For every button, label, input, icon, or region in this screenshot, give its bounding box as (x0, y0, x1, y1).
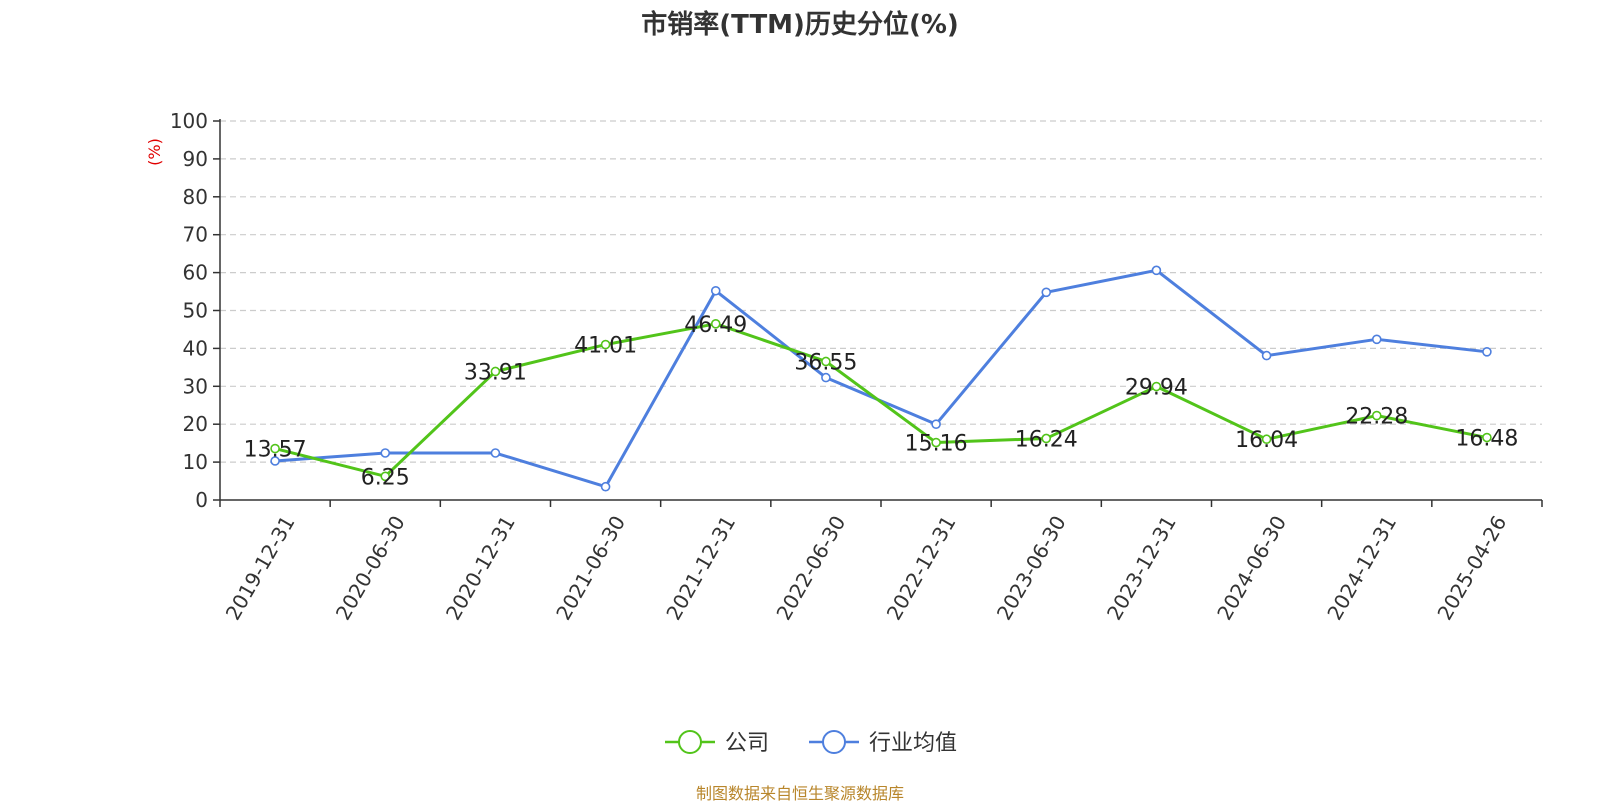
x-tick-label: 2023-06-30 (992, 512, 1071, 625)
data-point (270, 443, 280, 454)
data-label: 16.24 (1015, 427, 1078, 452)
x-tick-label: 2024-12-31 (1322, 512, 1401, 625)
data-point (1371, 334, 1382, 345)
series-line-1 (274, 268, 1488, 489)
grid-lines (220, 120, 1542, 463)
data-point (600, 339, 611, 350)
data-label: 46.49 (684, 313, 747, 338)
data-point (380, 471, 391, 482)
data-label: 41.01 (574, 334, 637, 359)
data-label: 33.91 (464, 360, 527, 385)
y-tick-label: 100 (170, 109, 208, 133)
data-label: 15.16 (905, 432, 968, 457)
data-point (821, 356, 831, 367)
legend-item-label: 公司 (725, 731, 769, 756)
data-label: 16.48 (1455, 427, 1518, 452)
x-tick-label: 2023-12-31 (1102, 512, 1181, 625)
y-tick-label: 30 (183, 374, 208, 398)
x-tick-label: 2024-06-30 (1212, 512, 1291, 625)
data-label: 6.25 (361, 465, 410, 490)
legend-swatch-marker (822, 730, 846, 754)
data-label: 29.94 (1125, 376, 1188, 401)
data-point (710, 319, 721, 329)
y-tick-label: 10 (183, 450, 208, 474)
data-point (1041, 287, 1052, 298)
x-tick-label: 2021-06-30 (551, 512, 630, 625)
source-note: 制图数据来自恒生聚源数据库 (695, 784, 904, 803)
x-tick-label: 2025-04-26 (1432, 512, 1511, 625)
data-point (380, 448, 391, 458)
series-lines (270, 265, 1492, 492)
data-point (490, 448, 501, 458)
data-point (490, 366, 501, 377)
x-tick-label: 2022-12-31 (882, 511, 961, 624)
x-tick-label: 2021-12-31 (661, 512, 740, 625)
data-label: 36.55 (794, 350, 857, 375)
data-point (1151, 381, 1162, 392)
data-point (1371, 410, 1382, 421)
y-tick-label: 20 (183, 412, 208, 436)
data-labels: 13.57 6.25 33.91 41.01 46.49 36.55 15.16 16.24 2… (244, 313, 1519, 491)
y-tick-label: 70 (183, 223, 208, 247)
data-point (600, 481, 611, 492)
series-line-0 (274, 322, 1488, 478)
chart-title: 市销率(TTM)历史分位(%) (641, 10, 959, 40)
data-point (710, 285, 721, 296)
data-label: 13.57 (244, 438, 307, 463)
y-tick-label: 90 (183, 147, 208, 171)
legend[interactable]: 公司 行业均值 (665, 730, 957, 756)
data-point (1151, 265, 1162, 276)
data-point (1482, 347, 1492, 357)
y-tick-label: 80 (183, 185, 208, 209)
data-point (1261, 350, 1272, 361)
x-tick-label: 2020-06-30 (331, 512, 410, 625)
data-point (1482, 432, 1492, 443)
y-tick-label: 40 (183, 336, 208, 360)
y-tick-label: 60 (183, 261, 208, 285)
y-axis-label: (%) (145, 138, 164, 166)
data-point (1041, 433, 1052, 444)
y-tick-label: 50 (183, 299, 208, 323)
data-point (931, 437, 941, 448)
legend-item-label: 行业均值 (869, 731, 957, 756)
y-tick-label: 0 (195, 488, 208, 512)
x-tick-label: 2019-12-31 (221, 512, 300, 625)
data-point (1261, 434, 1272, 445)
data-point (931, 419, 941, 430)
data-point (821, 372, 831, 383)
x-tick-label: 2020-12-31 (441, 511, 520, 624)
x-tick-label: 2022-06-30 (771, 512, 850, 625)
legend-swatch-marker (678, 730, 702, 754)
data-point (270, 456, 280, 466)
data-label: 16.04 (1235, 428, 1298, 453)
data-label: 22.28 (1345, 405, 1408, 430)
